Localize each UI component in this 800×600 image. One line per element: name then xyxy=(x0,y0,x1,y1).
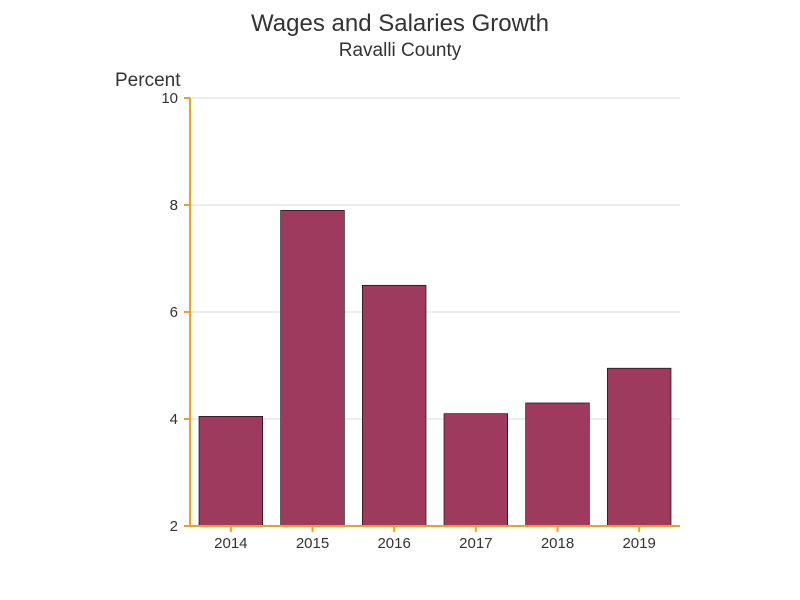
bar xyxy=(362,285,426,526)
x-tick-label: 2015 xyxy=(296,535,329,552)
y-tick-label: 8 xyxy=(170,197,178,214)
y-tick-label: 4 xyxy=(170,411,178,428)
x-tick-label: 2018 xyxy=(541,535,574,552)
y-tick-label: 10 xyxy=(161,90,178,107)
bar xyxy=(444,414,508,526)
x-tick-label: 2014 xyxy=(214,535,247,552)
bar xyxy=(526,403,590,526)
x-tick-label: 2016 xyxy=(377,535,410,552)
bar xyxy=(199,416,263,526)
x-tick-label: 2019 xyxy=(622,535,655,552)
chart-svg: 2 4 6 8 10 2014 2015 2016 2017 2018 2019 xyxy=(0,0,800,600)
chart-container: Wages and Salaries Growth Ravalli County… xyxy=(0,0,800,600)
bar xyxy=(607,368,671,526)
y-tick-label: 6 xyxy=(170,304,178,321)
bar xyxy=(281,210,345,526)
y-tick-label: 2 xyxy=(170,518,178,535)
x-tick-label: 2017 xyxy=(459,535,492,552)
